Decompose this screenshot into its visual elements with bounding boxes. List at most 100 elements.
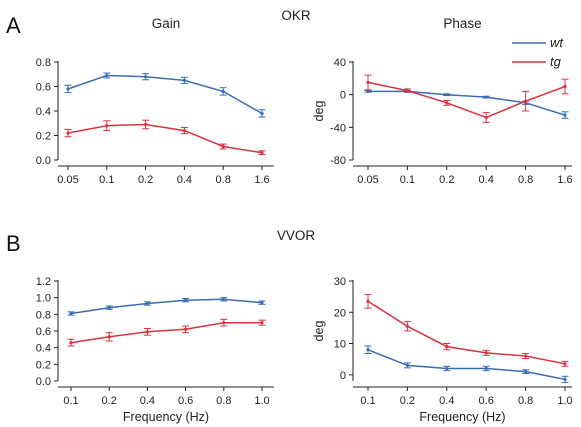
y-tick-label: 0.2 [36,359,51,371]
data-point-wt [222,297,226,301]
x-tick-label: 0.1 [360,395,375,407]
y-tick-label: 0.4 [36,106,51,118]
data-point-tg [405,324,409,328]
data-point-wt [182,78,186,82]
data-point-tg [563,362,567,366]
x-axis-label: Frequency (Hz) [123,410,209,424]
x-tick-label: 0.1 [99,174,114,186]
data-point-tg [222,321,226,325]
y-tick-label: 0.6 [36,82,51,94]
data-point-tg [366,299,370,303]
data-point-wt [144,75,148,79]
y-tick-label: 0.8 [36,309,51,321]
x-tick-label: 0.2 [138,174,153,186]
x-tick-label: 0.2 [439,174,454,186]
chart-okr-gain: Gain 0.0 0.2 0.4 0.6 0.8 0.05 0.1 0.2 0.4 0.8 1.6 [36,16,274,186]
legend: wt tg [512,35,564,69]
data-point-tg [182,129,186,133]
series-line-wt [70,298,263,315]
x-tick-label: 0.6 [178,395,193,407]
data-point-wt [563,113,567,117]
y-tick-label: -80 [330,155,346,167]
data-point-wt [145,301,149,306]
data-point-tg [484,115,488,120]
x-tick-label: 0.4 [439,395,454,407]
x-tick-label: 1.0 [557,395,572,407]
x-tick-label: 0.2 [400,395,415,407]
x-tick-label: 1.0 [254,395,269,407]
x-tick-label: 0.05 [357,174,378,186]
y-tick-label: 1.2 [36,276,51,288]
y-tick-label: 0.0 [36,155,51,167]
data-point-wt [260,301,264,305]
data-point-tg [66,131,70,135]
y-tick-label: 0.4 [36,343,51,355]
data-point-tg [260,151,264,155]
chart-okr-phase: Phase -80 -40 0 40 0.05 0.1 0.2 0.4 0.8 1.6 deg [312,16,573,186]
x-tick-label: 0.8 [518,395,533,407]
panel-letter-a: A [6,13,21,38]
x-tick-label: 0.1 [400,174,415,186]
x-tick-label: 0.6 [479,395,494,407]
series-line-wt [367,349,566,381]
x-axis-label: Frequency (Hz) [419,410,505,424]
legend-label-wt: wt [550,35,564,50]
x-tick-label: 0.4 [140,395,155,407]
y-tick-label: 0.8 [36,57,51,69]
data-point-wt [445,93,449,97]
series-line-tg [67,123,263,154]
data-point-wt [484,366,488,371]
data-point-wt [366,89,370,93]
y-tick-label: 40 [334,57,346,69]
chart-title: Gain [152,16,181,31]
data-point-tg [221,144,225,149]
data-point-tg [260,321,264,325]
x-tick-label: 0.1 [63,395,78,407]
legend-label-tg: tg [550,54,562,69]
data-point-tg [69,341,73,345]
data-point-tg [145,330,149,334]
data-point-wt [484,95,488,99]
x-tick-label: 1.6 [254,174,269,186]
data-point-tg [524,354,528,358]
x-tick-label: 0.8 [518,174,533,186]
data-point-tg [445,345,449,349]
panel-letter-b: B [6,231,21,256]
data-point-tg [484,351,488,355]
series-line-tg [70,321,262,344]
x-tick-label: 0.2 [102,395,117,407]
series-line-wt [67,74,263,115]
chart-vvor-gain: 0.0 0.2 0.4 0.6 0.8 1.0 1.2 0.1 0.2 0.4 0.6 0.8 1.0 F… [36,276,274,424]
data-point-wt [524,370,528,374]
y-tick-label: 0 [340,370,346,382]
y-tick-label: 0 [340,90,346,102]
chart-title: Phase [443,16,481,31]
y-tick-label: 30 [334,276,346,288]
data-point-wt [105,73,109,78]
series-line-tg [367,300,566,365]
data-point-tg [524,99,528,103]
data-point-tg [366,80,370,85]
data-point-wt [445,366,449,371]
data-point-wt [69,311,73,316]
y-tick-label: 10 [334,339,346,351]
data-point-tg [563,84,567,89]
y-axis-label: deg [312,321,326,342]
y-tick-label: 20 [334,307,346,319]
data-point-wt [221,89,225,93]
y-tick-label: 0.2 [36,131,51,143]
data-point-wt [260,111,264,116]
x-tick-label: 0.4 [479,174,494,186]
data-point-wt [366,348,370,352]
data-point-tg [105,124,109,128]
x-tick-label: 0.8 [216,395,231,407]
data-point-wt [563,377,567,382]
data-point-wt [184,298,188,302]
y-tick-label: -40 [330,122,346,134]
data-point-wt [107,306,111,310]
x-tick-label: 1.6 [557,174,572,186]
data-point-tg [144,122,148,127]
series-line-wt [368,90,566,116]
data-point-tg [445,101,449,105]
